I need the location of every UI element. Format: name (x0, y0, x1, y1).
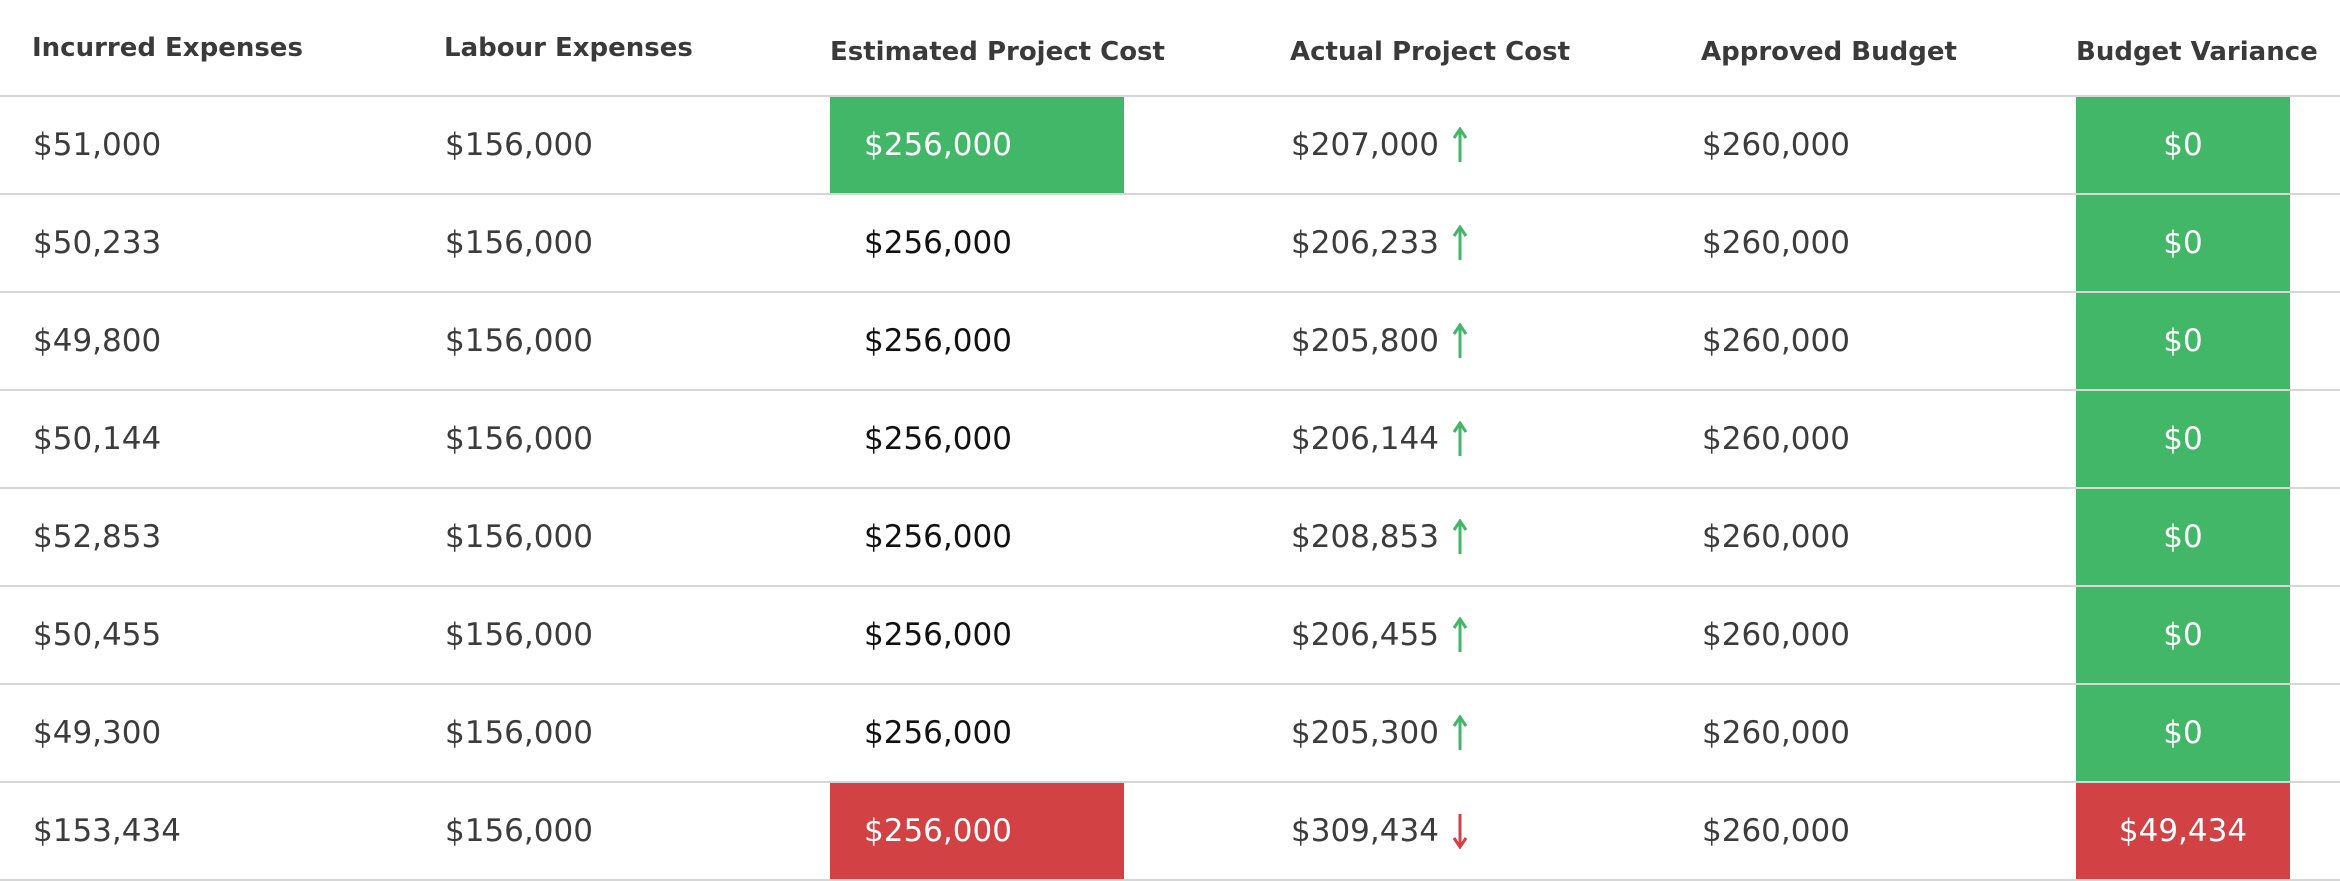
labour-expenses-cell: $156,000 (445, 293, 593, 389)
column-header-labour-expenses[interactable]: Labour Expenses (444, 0, 693, 97)
incurred-expenses-cell: $50,233 (33, 195, 161, 291)
up-arrow-icon (1453, 421, 1467, 457)
approved-budget-cell: $260,000 (1702, 587, 1850, 683)
labour-expenses-cell: $156,000 (445, 685, 593, 781)
actual-project-cost-cell: $206,455 (1291, 587, 1467, 683)
labour-expenses-cell: $156,000 (445, 489, 593, 585)
up-arrow-icon (1453, 715, 1467, 751)
table-row[interactable]: $52,853 $156,000 $256,000 $208,853 $260,000 $… (0, 489, 2340, 587)
actual-project-cost-value: $205,300 (1291, 715, 1439, 751)
labour-expenses-cell: $156,000 (445, 391, 593, 487)
actual-project-cost-cell: $205,800 (1291, 293, 1467, 389)
estimated-project-cost-cell: $256,000 (830, 391, 1124, 487)
column-header-budget-variance[interactable]: Budget Variance (2076, 0, 2318, 97)
estimated-project-cost-cell: $256,000 (830, 489, 1124, 585)
incurred-expenses-cell: $49,800 (33, 293, 161, 389)
budget-variance-cell: $0 (2076, 195, 2290, 291)
approved-budget-cell: $260,000 (1702, 489, 1850, 585)
actual-project-cost-cell: $206,144 (1291, 391, 1467, 487)
column-header-actual-project-cost[interactable]: Actual Project Cost (1290, 0, 1570, 97)
actual-project-cost-value: $206,455 (1291, 617, 1439, 653)
incurred-expenses-cell: $49,300 (33, 685, 161, 781)
grid-header-row: Incurred Expenses Labour Expenses Estima… (0, 0, 2340, 97)
incurred-expenses-cell: $50,144 (33, 391, 161, 487)
actual-project-cost-value: $208,853 (1291, 519, 1439, 555)
approved-budget-cell: $260,000 (1702, 391, 1850, 487)
budget-variance-cell: $0 (2076, 685, 2290, 781)
actual-project-cost-cell: $205,300 (1291, 685, 1467, 781)
up-arrow-icon (1453, 225, 1467, 261)
approved-budget-cell: $260,000 (1702, 783, 1850, 879)
column-header-approved-budget[interactable]: Approved Budget (1701, 0, 1957, 97)
approved-budget-cell: $260,000 (1702, 685, 1850, 781)
up-arrow-icon (1453, 519, 1467, 555)
actual-project-cost-value: $206,144 (1291, 421, 1439, 457)
table-row[interactable]: $153,434 $156,000 $256,000 $309,434 $260,000… (0, 783, 2340, 881)
estimated-project-cost-cell: $256,000 (830, 195, 1124, 291)
up-arrow-icon (1453, 323, 1467, 359)
actual-project-cost-cell: $207,000 (1291, 97, 1467, 193)
column-header-estimated-project-cost[interactable]: Estimated Project Cost (830, 0, 1165, 97)
labour-expenses-cell: $156,000 (445, 783, 593, 879)
down-arrow-icon (1453, 813, 1467, 849)
estimated-project-cost-cell: $256,000 (830, 587, 1124, 683)
approved-budget-cell: $260,000 (1702, 195, 1850, 291)
labour-expenses-cell: $156,000 (445, 195, 593, 291)
actual-project-cost-value: $207,000 (1291, 127, 1439, 163)
actual-project-cost-cell: $309,434 (1291, 783, 1467, 879)
actual-project-cost-cell: $206,233 (1291, 195, 1467, 291)
incurred-expenses-cell: $50,455 (33, 587, 161, 683)
budget-variance-cell: $0 (2076, 489, 2290, 585)
budget-variance-cell: $0 (2076, 293, 2290, 389)
approved-budget-cell: $260,000 (1702, 97, 1850, 193)
estimated-project-cost-cell: $256,000 (830, 783, 1124, 879)
labour-expenses-cell: $156,000 (445, 97, 593, 193)
up-arrow-icon (1453, 127, 1467, 163)
table-row[interactable]: $50,233 $156,000 $256,000 $206,233 $260,000 $… (0, 195, 2340, 293)
table-row[interactable]: $49,800 $156,000 $256,000 $205,800 $260,000 $… (0, 293, 2340, 391)
actual-project-cost-value: $206,233 (1291, 225, 1439, 261)
labour-expenses-cell: $156,000 (445, 587, 593, 683)
budget-variance-cell: $49,434 (2076, 783, 2290, 879)
estimated-project-cost-cell: $256,000 (830, 685, 1124, 781)
table-row[interactable]: $49,300 $156,000 $256,000 $205,300 $260,000 $… (0, 685, 2340, 783)
budget-variance-cell: $0 (2076, 97, 2290, 193)
estimated-project-cost-cell: $256,000 (830, 293, 1124, 389)
estimated-project-cost-cell: $256,000 (830, 97, 1124, 193)
actual-project-cost-value: $309,434 (1291, 813, 1439, 849)
column-header-incurred-expenses[interactable]: Incurred Expenses (32, 0, 303, 97)
budget-variance-cell: $0 (2076, 391, 2290, 487)
up-arrow-icon (1453, 617, 1467, 653)
actual-project-cost-cell: $208,853 (1291, 489, 1467, 585)
table-row[interactable]: $51,000 $156,000 $256,000 $207,000 $260,000 $… (0, 97, 2340, 195)
table-row[interactable]: $50,144 $156,000 $256,000 $206,144 $260,000 $… (0, 391, 2340, 489)
actual-project-cost-value: $205,800 (1291, 323, 1439, 359)
table-row[interactable]: $50,455 $156,000 $256,000 $206,455 $260,000 $… (0, 587, 2340, 685)
budget-variance-cell: $0 (2076, 587, 2290, 683)
incurred-expenses-cell: $153,434 (33, 783, 181, 879)
approved-budget-cell: $260,000 (1702, 293, 1850, 389)
incurred-expenses-cell: $52,853 (33, 489, 161, 585)
incurred-expenses-cell: $51,000 (33, 97, 161, 193)
